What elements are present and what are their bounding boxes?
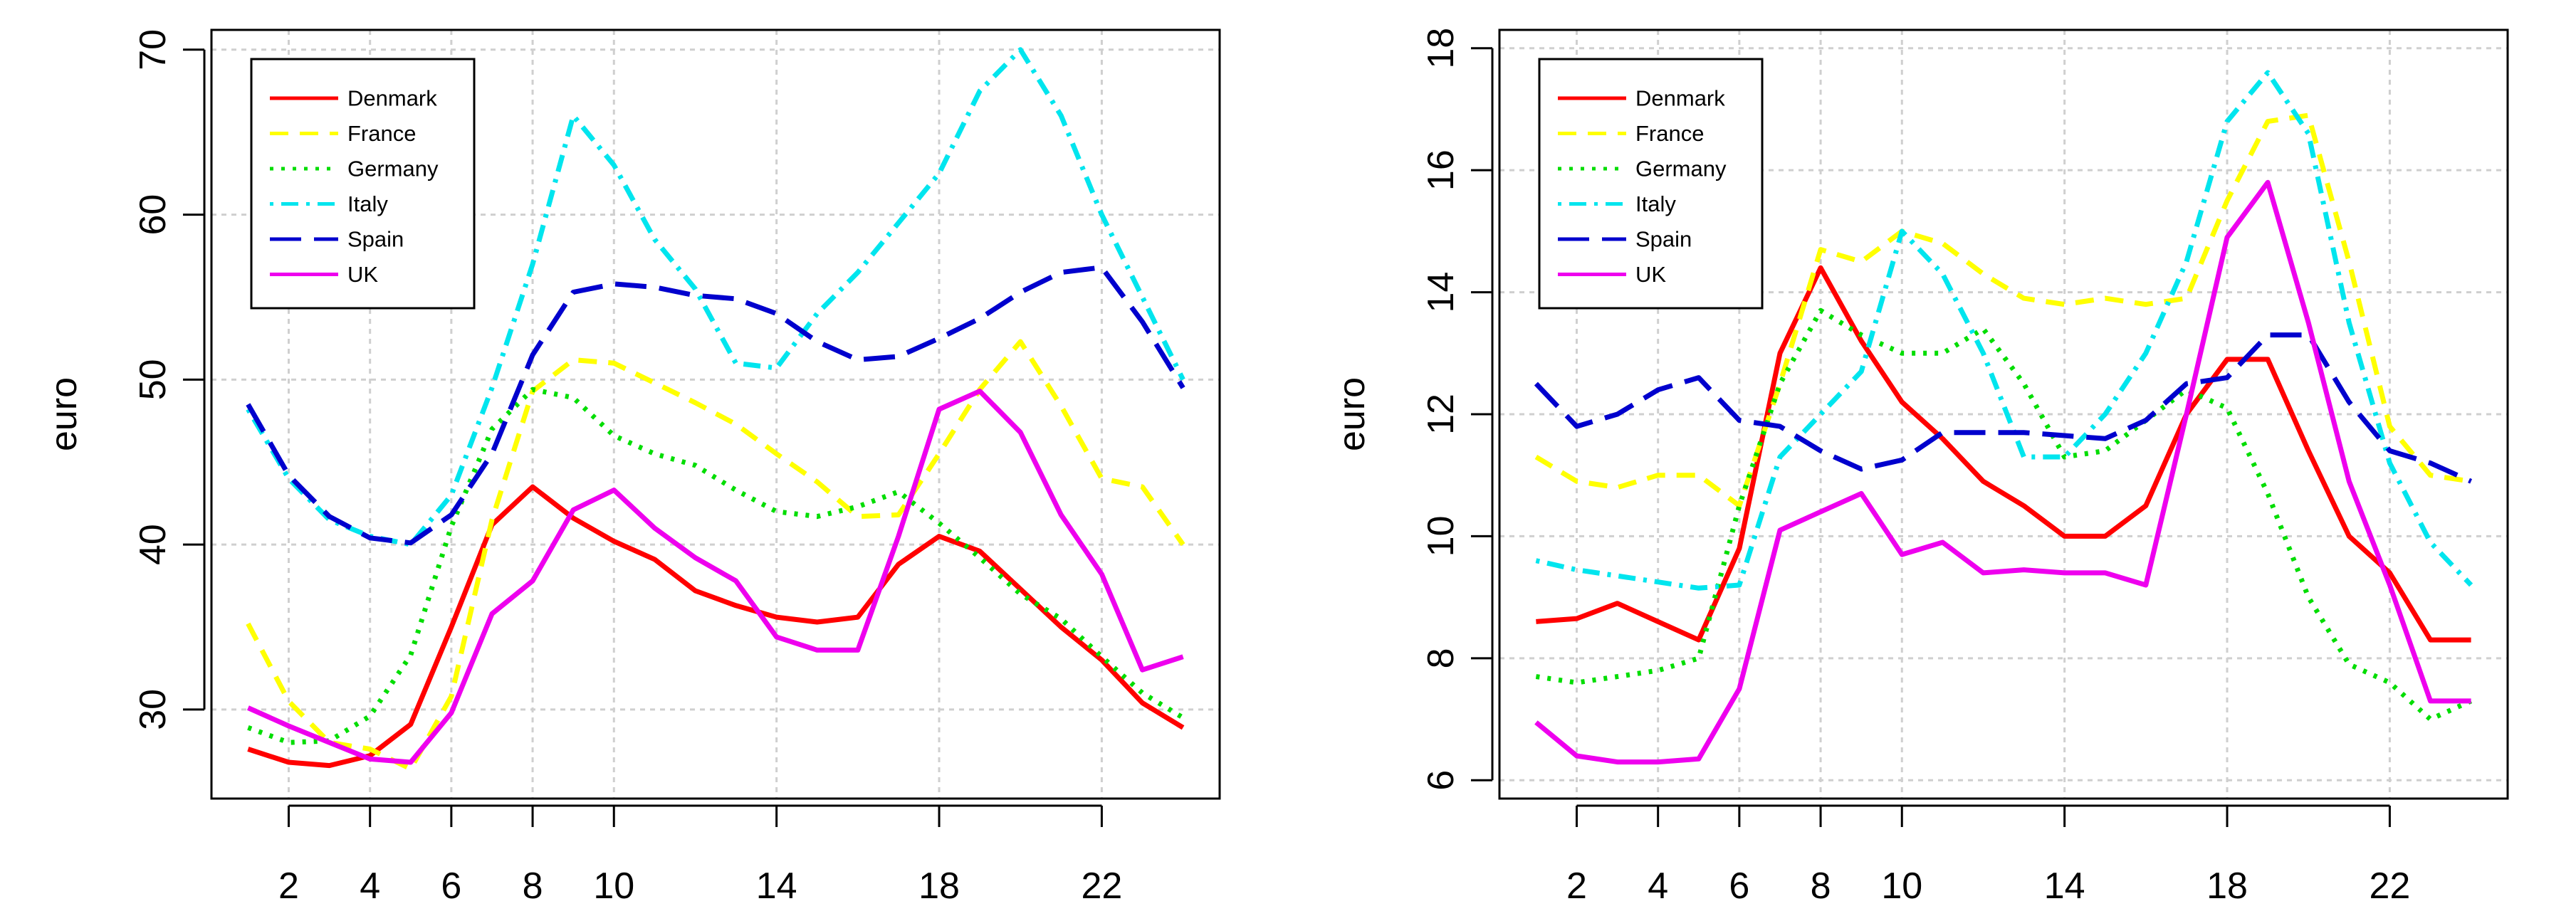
legend: Denmark France Germany Italy Spain UK	[1538, 58, 1764, 310]
x-tick-label: 10	[593, 865, 634, 907]
x-tick-label: 22	[2369, 865, 2410, 907]
x-tick-label: 2	[278, 865, 299, 907]
y-tick-label: 12	[1420, 394, 1462, 435]
y-tick-label: 8	[1420, 648, 1462, 668]
series-line-uk	[246, 389, 1184, 765]
y-tick-label: 60	[132, 194, 174, 236]
legend-box	[1538, 58, 1764, 310]
legend-label-denmark: Denmark	[1635, 86, 1725, 111]
series-line-france	[1534, 112, 2472, 509]
x-tick-label: 2	[1566, 865, 1587, 907]
legend-box	[250, 58, 476, 310]
series-line-italy	[1535, 70, 2473, 591]
series-line-france	[246, 339, 1185, 772]
y-tick-label: 50	[132, 359, 174, 400]
x-tick-label: 14	[2044, 865, 2085, 907]
x-tick-label: 14	[756, 865, 797, 907]
x-tick-label: 6	[1729, 865, 1749, 907]
y-tick-label: 14	[1420, 272, 1462, 313]
legend-label-italy: Italy	[1635, 191, 1676, 216]
series-line-spain	[246, 265, 1185, 546]
y-tick-label: 18	[1420, 28, 1462, 69]
x-tick-label: 10	[1881, 865, 1922, 907]
left-chart: 2 4 6 8 10 14 18 22 30 40 50 60 70 euro Denmark France G…	[43, 28, 1221, 907]
y-tick-label: 6	[1420, 770, 1462, 791]
legend-label-france: France	[1635, 121, 1704, 146]
x-tick-label: 18	[2206, 865, 2248, 907]
legend-label-germany: Germany	[1635, 157, 1727, 181]
series-line-uk	[1534, 179, 2471, 765]
legend-label-spain: Spain	[347, 227, 404, 252]
x-tick-label: 4	[360, 865, 380, 907]
y-tick-label: 40	[132, 524, 174, 565]
y-axis-title: euro	[43, 377, 85, 451]
legend-label-uk: UK	[1635, 262, 1666, 287]
legend-label-spain: Spain	[1635, 227, 1692, 252]
legend: Denmark France Germany Italy Spain UK	[250, 58, 476, 310]
plot-border	[1498, 28, 2509, 800]
legend-label-germany: Germany	[347, 157, 439, 181]
y-tick-label: 70	[132, 29, 174, 70]
series-line-denmark	[247, 484, 1185, 769]
y-axis-title: euro	[1331, 377, 1373, 451]
legend-label-denmark: Denmark	[347, 86, 437, 111]
x-tick-label: 18	[918, 865, 960, 907]
legend-label-france: France	[347, 121, 416, 146]
series-line-italy	[246, 47, 1185, 547]
right-chart: 2 4 6 8 10 14 18 22 6 8 10 12 14 16 18 euro Denmark Franc…	[1331, 28, 2509, 907]
x-tick-label: 8	[1811, 865, 1831, 907]
plot-border	[210, 28, 1221, 800]
legend-label-italy: Italy	[347, 191, 388, 216]
x-tick-label: 8	[523, 865, 543, 907]
x-tick-label: 4	[1648, 865, 1668, 907]
legend-label-uk: UK	[347, 262, 378, 287]
x-tick-label: 22	[1081, 865, 1122, 907]
y-tick-label: 16	[1420, 149, 1462, 191]
y-tick-label: 30	[132, 689, 174, 730]
y-tick-label: 10	[1420, 516, 1462, 557]
series-line-denmark	[1536, 265, 2471, 643]
x-tick-label: 6	[441, 865, 461, 907]
series-line-germany	[247, 386, 1185, 745]
